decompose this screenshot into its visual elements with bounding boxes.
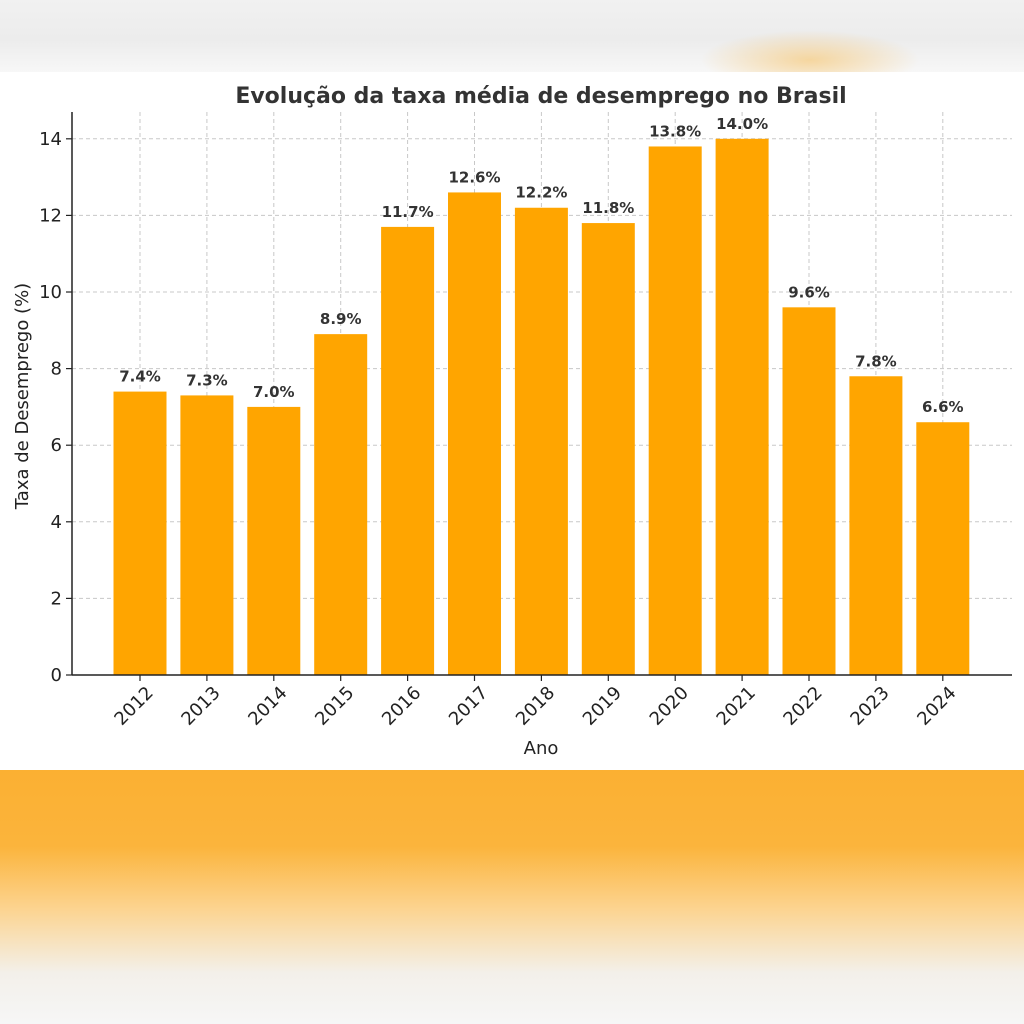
data-label-2018: 12.2% (515, 184, 567, 202)
bars (113, 138, 970, 676)
y-tick-label: 10 (39, 282, 62, 303)
bar-2023 (849, 376, 903, 675)
x-ticks: 2012 2013 2014 2015 2016 2017 2018 2019 2020 2021… (110, 675, 961, 730)
bar-2015 (314, 334, 368, 675)
bar-2014 (247, 406, 301, 675)
y-tick-label: 6 (51, 435, 62, 456)
bottom-backdrop (0, 770, 1024, 1024)
bar-2018 (514, 207, 568, 676)
bar-2013 (180, 395, 234, 675)
y-tick-label: 4 (51, 512, 62, 533)
chart-title: Evolução da taxa média de desemprego no … (235, 84, 846, 109)
y-ticks: 0 2 4 6 8 10 12 14 (39, 129, 72, 686)
y-tick-label: 2 (51, 588, 62, 609)
data-label-2016: 11.7% (382, 203, 434, 221)
bar-2020 (648, 146, 702, 676)
data-label-2022: 9.6% (788, 283, 830, 301)
x-tick-label-2012: 2012 (110, 682, 157, 729)
x-tick-label-2016: 2016 (378, 682, 425, 729)
x-tick-label-2013: 2013 (177, 682, 224, 729)
data-label-2021: 14.0% (716, 115, 768, 133)
y-axis-title: Taxa de Desemprego (%) (12, 283, 33, 510)
bar-2016 (381, 226, 435, 676)
data-label-2023: 7.8% (855, 352, 897, 370)
data-label-2013: 7.3% (186, 371, 228, 389)
x-tick-label-2024: 2024 (913, 682, 960, 729)
bar-2012 (113, 391, 167, 675)
x-tick-label-2018: 2018 (512, 682, 559, 729)
x-tick-label-2019: 2019 (579, 682, 626, 729)
x-tick-label-2022: 2022 (779, 682, 826, 729)
data-labels: 7.4% 7.3% 7.0% 8.9% 11.7% 12.6% 12.2% 11.8% 13.8… (119, 115, 963, 416)
data-label-2015: 8.9% (320, 310, 362, 328)
chart-panel: 7.4% 7.3% 7.0% 8.9% 11.7% 12.6% 12.2% 11.8% 13.8… (0, 72, 1024, 770)
y-tick-label: 8 (51, 359, 62, 380)
y-tick-label: 14 (39, 129, 62, 150)
x-tick-label-2020: 2020 (646, 682, 693, 729)
bar-2017 (448, 192, 501, 675)
bar-chart: 7.4% 7.3% 7.0% 8.9% 11.7% 12.6% 12.2% 11.8% 13.8… (12, 84, 1012, 759)
x-tick-label-2017: 2017 (445, 682, 492, 729)
bar-2022 (782, 307, 836, 675)
data-label-2024: 6.6% (922, 398, 964, 416)
y-tick-label: 0 (51, 665, 62, 686)
x-tick-label-2023: 2023 (846, 682, 893, 729)
bar-2019 (581, 223, 635, 675)
bar-2021 (715, 138, 769, 676)
data-label-2020: 13.8% (649, 122, 701, 140)
data-label-2019: 11.8% (582, 199, 634, 217)
data-label-2014: 7.0% (253, 383, 295, 401)
x-tick-label-2015: 2015 (311, 682, 358, 729)
x-axis-title: Ano (524, 738, 559, 759)
x-tick-label-2014: 2014 (244, 682, 291, 729)
data-label-2012: 7.4% (119, 368, 161, 386)
bar-2024 (916, 422, 970, 675)
data-label-2017: 12.6% (448, 168, 500, 186)
y-tick-label: 12 (39, 205, 62, 226)
x-tick-label-2021: 2021 (713, 682, 760, 729)
